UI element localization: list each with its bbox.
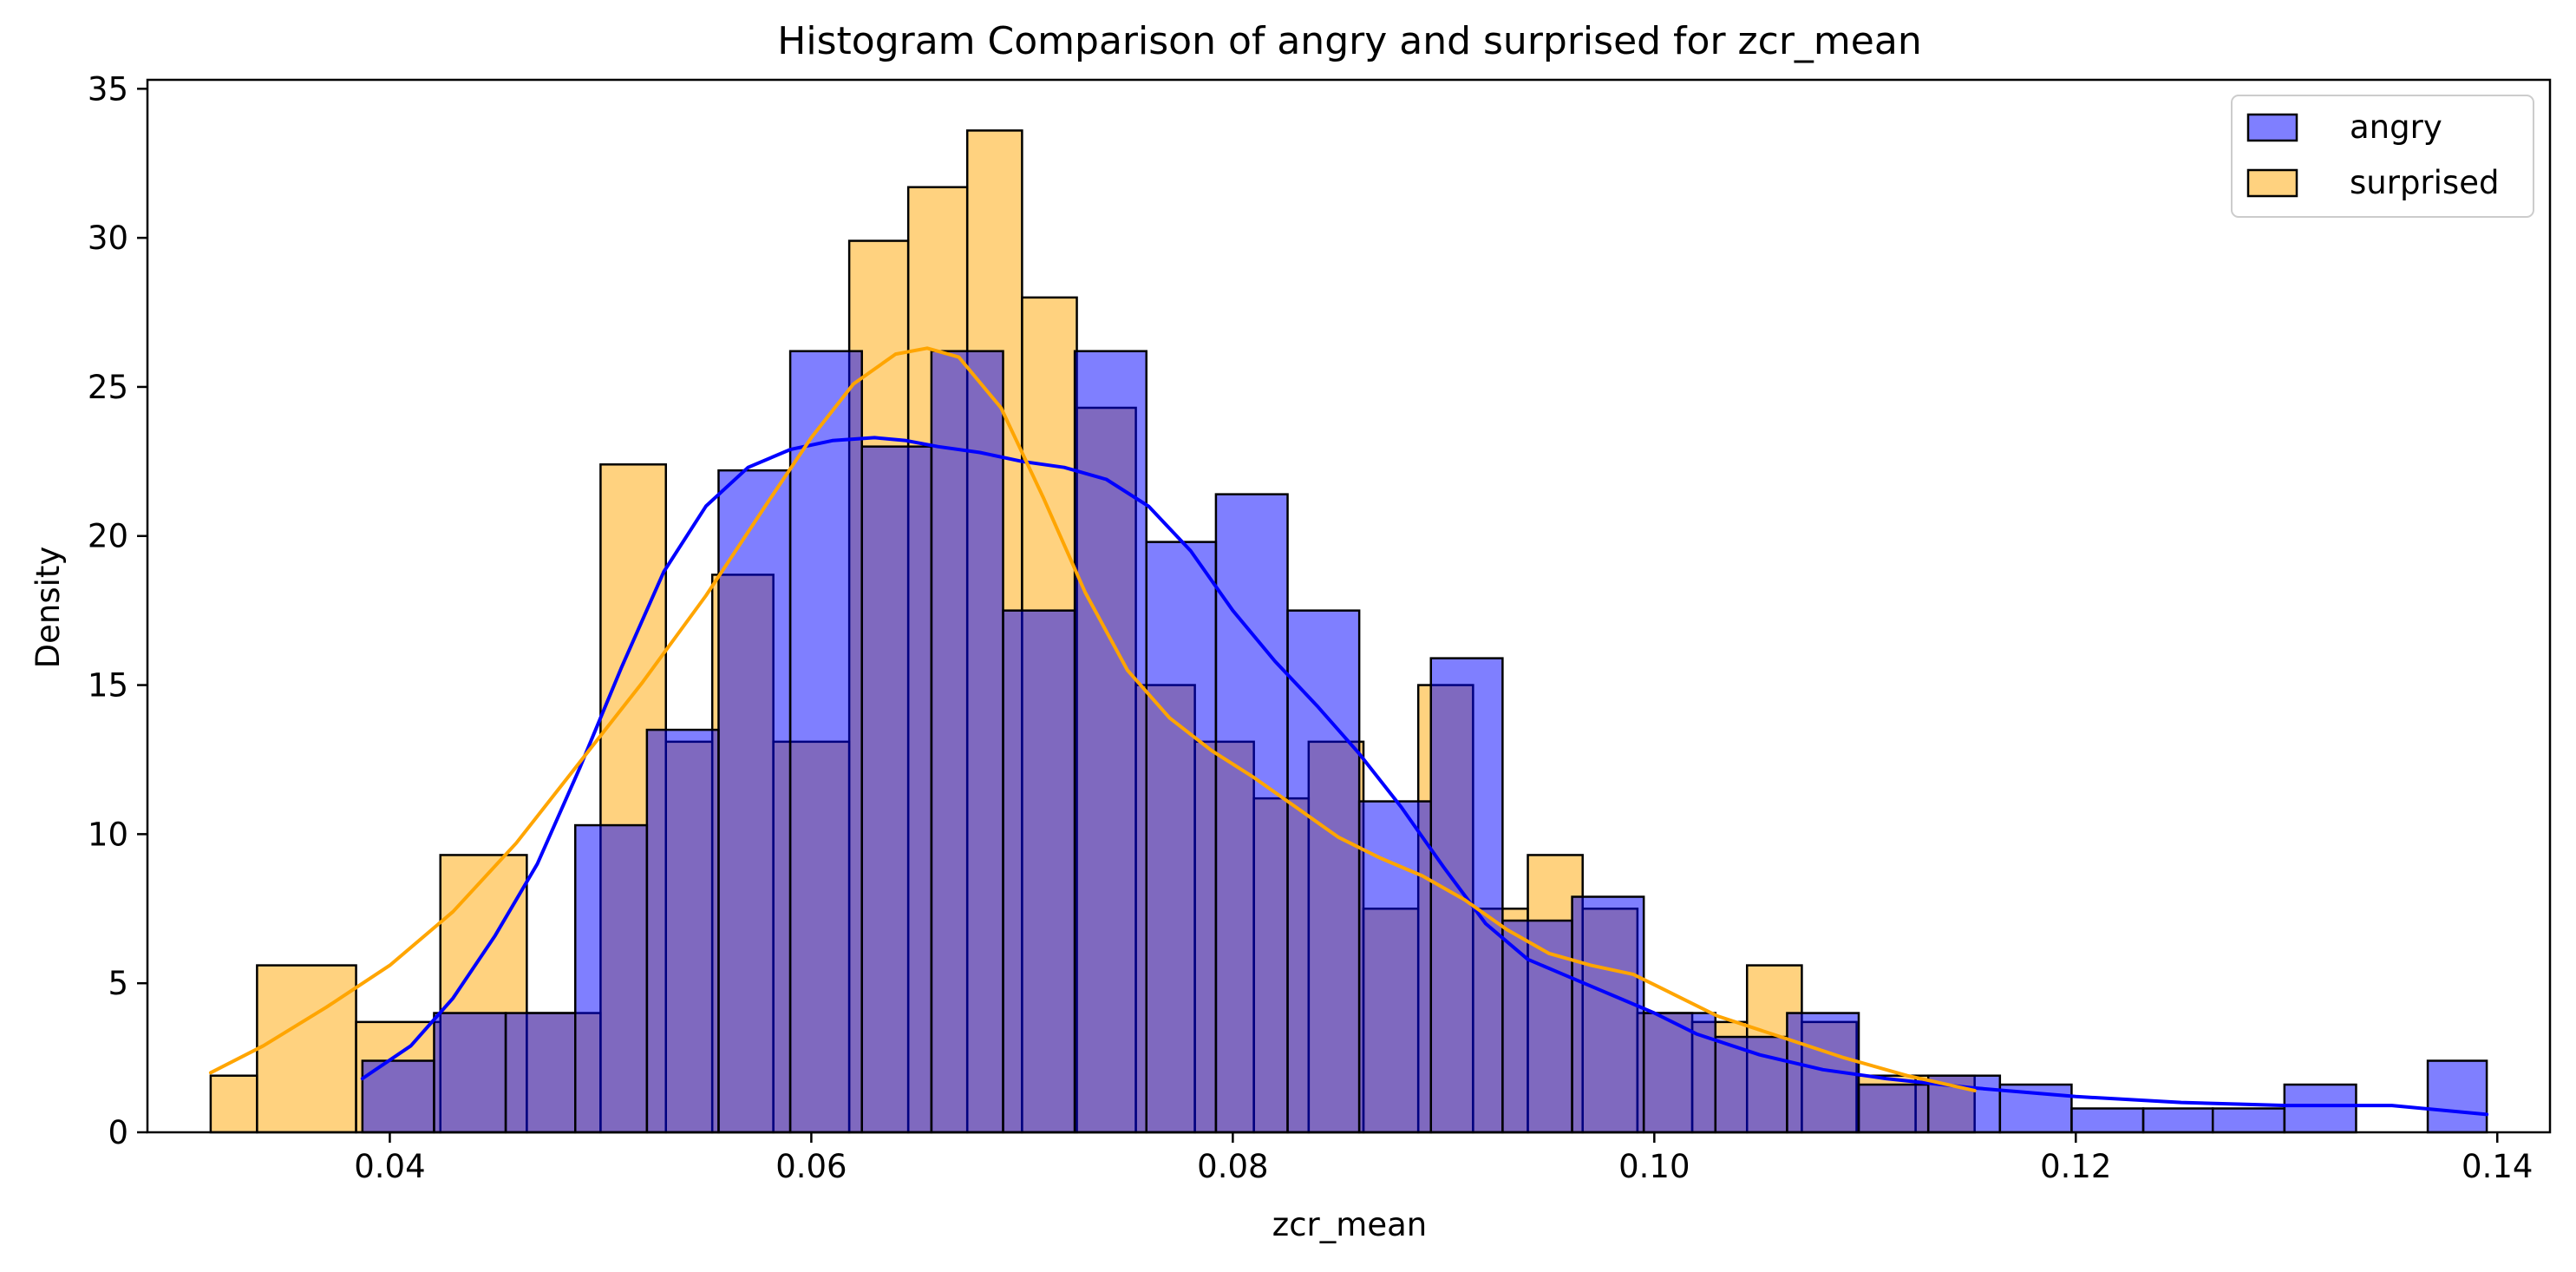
x-axis-label: zcr_mean (1272, 1206, 1427, 1243)
y-tick-label: 10 (88, 816, 128, 853)
x-tick-label: 0.08 (1197, 1148, 1268, 1185)
angry-bar (361, 1059, 435, 1134)
angry-bar (574, 823, 649, 1134)
angry-bar (717, 469, 792, 1134)
surprised-kde-line (208, 346, 1977, 1092)
legend-swatch-angry (2246, 113, 2298, 142)
x-tick-label: 0.06 (775, 1148, 847, 1185)
y-tick-label: 15 (88, 667, 128, 705)
plot-frame (146, 78, 2552, 1134)
legend-label-surprised: surprised (2350, 164, 2499, 201)
angry-kde-line (360, 436, 2489, 1117)
y-tick-label: 0 (108, 1114, 128, 1151)
legend: angry surprised (2231, 95, 2534, 218)
angry-bars (361, 350, 2488, 1134)
angry-bar (2141, 1107, 2214, 1134)
angry-bar (2070, 1107, 2145, 1134)
angry-bar (930, 350, 1004, 1134)
surprised-bar (256, 964, 357, 1134)
x-tick-label: 0.12 (2040, 1148, 2111, 1185)
x-tick-label: 0.10 (1618, 1148, 1690, 1185)
angry-bar (1073, 350, 1147, 1134)
angry-bar (433, 1012, 507, 1134)
angry-bar (1501, 919, 1573, 1134)
surprised-bar (209, 1074, 258, 1134)
x-axis: 0.04 0.06 0.08 0.10 0.12 0.14 (354, 1132, 2533, 1185)
legend-box (2231, 95, 2534, 218)
angry-bar (1429, 657, 1504, 1134)
angry-bar (788, 350, 863, 1134)
angry-bar (645, 728, 720, 1134)
kde-lines (208, 346, 2489, 1117)
angry-bar (1571, 895, 1645, 1134)
y-axis-label: Density (29, 547, 67, 669)
angry-bar (1642, 1012, 1717, 1134)
chart-title: Histogram Comparison of angry and surpri… (777, 19, 1921, 63)
angry-bar (2211, 1107, 2286, 1134)
angry-bar (504, 1012, 577, 1134)
y-tick-label: 20 (88, 518, 128, 555)
y-axis: 0 5 10 15 20 25 30 35 (88, 70, 147, 1151)
legend-label-angry: angry (2350, 108, 2442, 146)
angry-bar (1286, 609, 1361, 1134)
angry-bar (2283, 1083, 2357, 1134)
angry-bar (1002, 609, 1076, 1134)
angry-bar (1145, 541, 1218, 1134)
legend-swatch-surprised (2246, 168, 2298, 198)
y-tick-label: 5 (108, 965, 128, 1002)
y-tick-label: 25 (88, 369, 128, 406)
angry-bar (1857, 1083, 1930, 1134)
angry-bar (2426, 1059, 2488, 1134)
angry-bar (860, 445, 933, 1134)
y-tick-label: 35 (88, 70, 128, 108)
angry-bar (1357, 800, 1433, 1134)
x-tick-label: 0.14 (2462, 1148, 2533, 1185)
x-tick-label: 0.04 (354, 1148, 425, 1185)
angry-bar (1214, 493, 1289, 1134)
y-tick-label: 30 (88, 220, 128, 257)
